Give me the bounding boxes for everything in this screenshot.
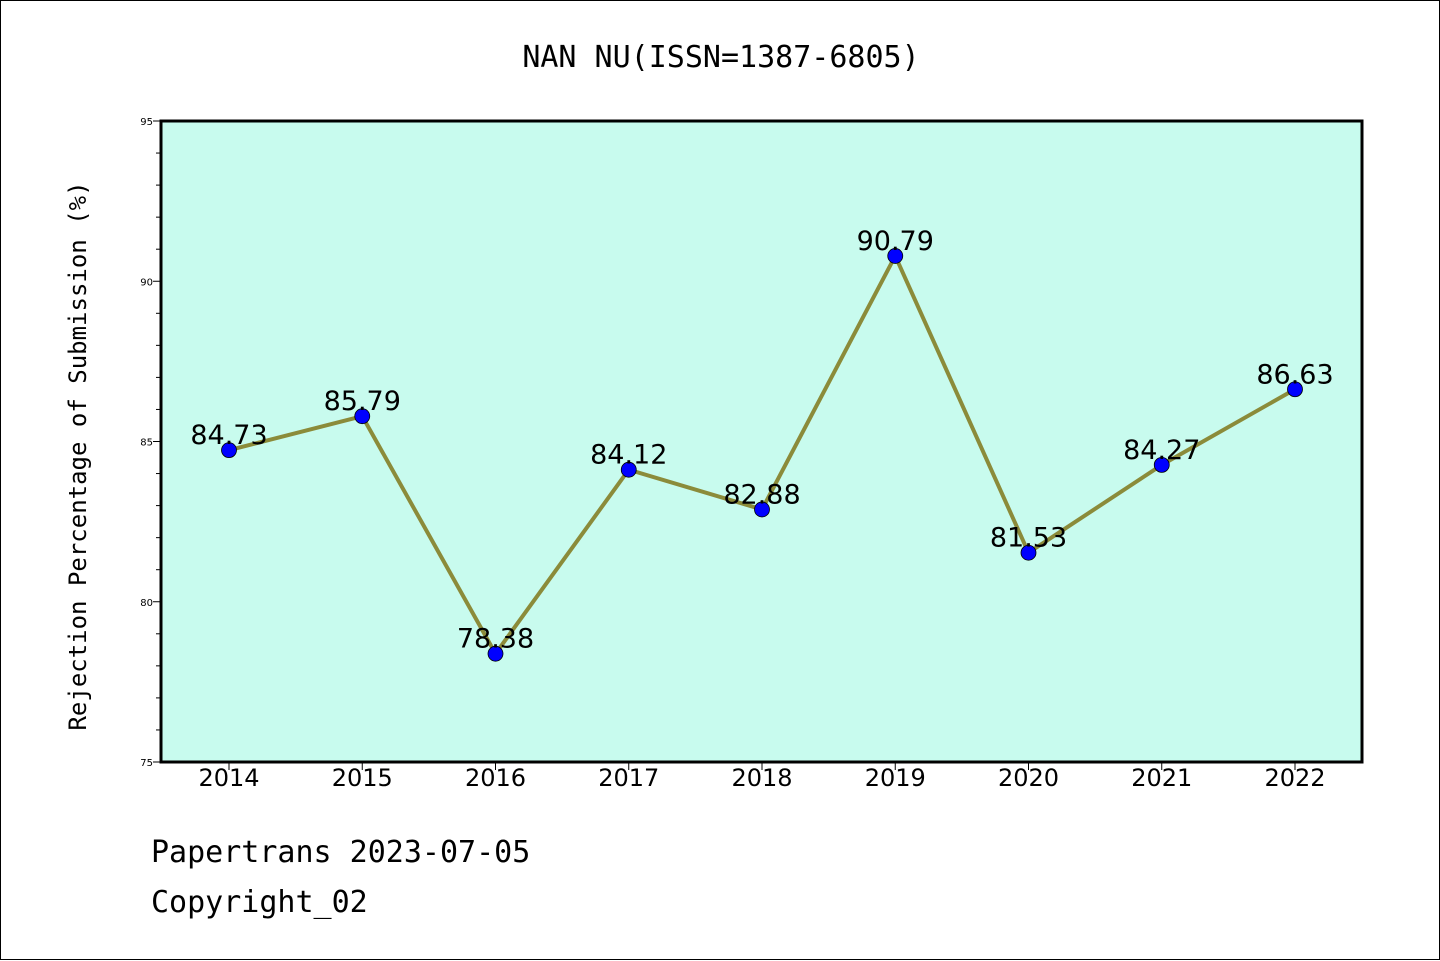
data-point <box>754 501 770 518</box>
data-label: 85.79 <box>324 386 401 417</box>
data-label: 86.63 <box>1256 359 1333 390</box>
footer-papertrans-date: Papertrans 2023-07-05 <box>151 835 531 870</box>
data-point <box>354 408 371 425</box>
data-label: 84.27 <box>1123 435 1200 466</box>
data-point <box>221 442 237 459</box>
plot-area <box>159 119 1364 764</box>
series-layer: 84.73 85.79 78.38 84.12 82.88 90.79 81.53 84.27… <box>190 226 1334 662</box>
data-label: 78.38 <box>457 624 534 655</box>
data-label: 84.12 <box>590 440 667 471</box>
y-tick-label: 75 <box>140 758 153 769</box>
x-tick-label: 2022 <box>1264 764 1325 792</box>
data-point <box>1153 456 1170 473</box>
data-point <box>887 248 904 264</box>
data-point <box>620 461 637 478</box>
data-label: 90.79 <box>857 226 934 257</box>
y-tick-label: 90 <box>140 277 153 288</box>
x-tick-label: 2018 <box>731 764 792 792</box>
y-axis-ticks: 75 80 85 90 95 <box>140 117 161 769</box>
x-tick-label: 2015 <box>332 764 393 792</box>
x-tick-label: 2020 <box>998 764 1059 792</box>
data-label: 82.88 <box>723 479 800 510</box>
x-tick-label: 2017 <box>598 764 659 792</box>
x-tick-label: 2016 <box>465 764 526 792</box>
y-tick-label: 80 <box>140 598 153 609</box>
x-tick-label: 2019 <box>865 764 926 792</box>
data-point <box>1020 544 1037 561</box>
y-tick-label: 95 <box>140 117 153 128</box>
x-tick-label: 2021 <box>1131 764 1192 792</box>
y-axis-label: Rejection Percentage of Submission (%) <box>64 181 92 730</box>
chart-title: NAN NU(ISSN=1387-6805) <box>522 40 919 75</box>
data-point <box>1287 381 1303 398</box>
data-label: 84.73 <box>190 420 267 451</box>
x-axis-ticks: 2014 2015 2016 2017 2018 2019 2020 2021 2022 <box>198 762 1326 792</box>
footer-copyright: Copyright_02 <box>151 885 368 920</box>
x-tick-label: 2014 <box>198 764 259 792</box>
data-point <box>487 645 504 662</box>
y-tick-label: 85 <box>140 438 153 449</box>
data-label: 81.53 <box>990 523 1067 554</box>
